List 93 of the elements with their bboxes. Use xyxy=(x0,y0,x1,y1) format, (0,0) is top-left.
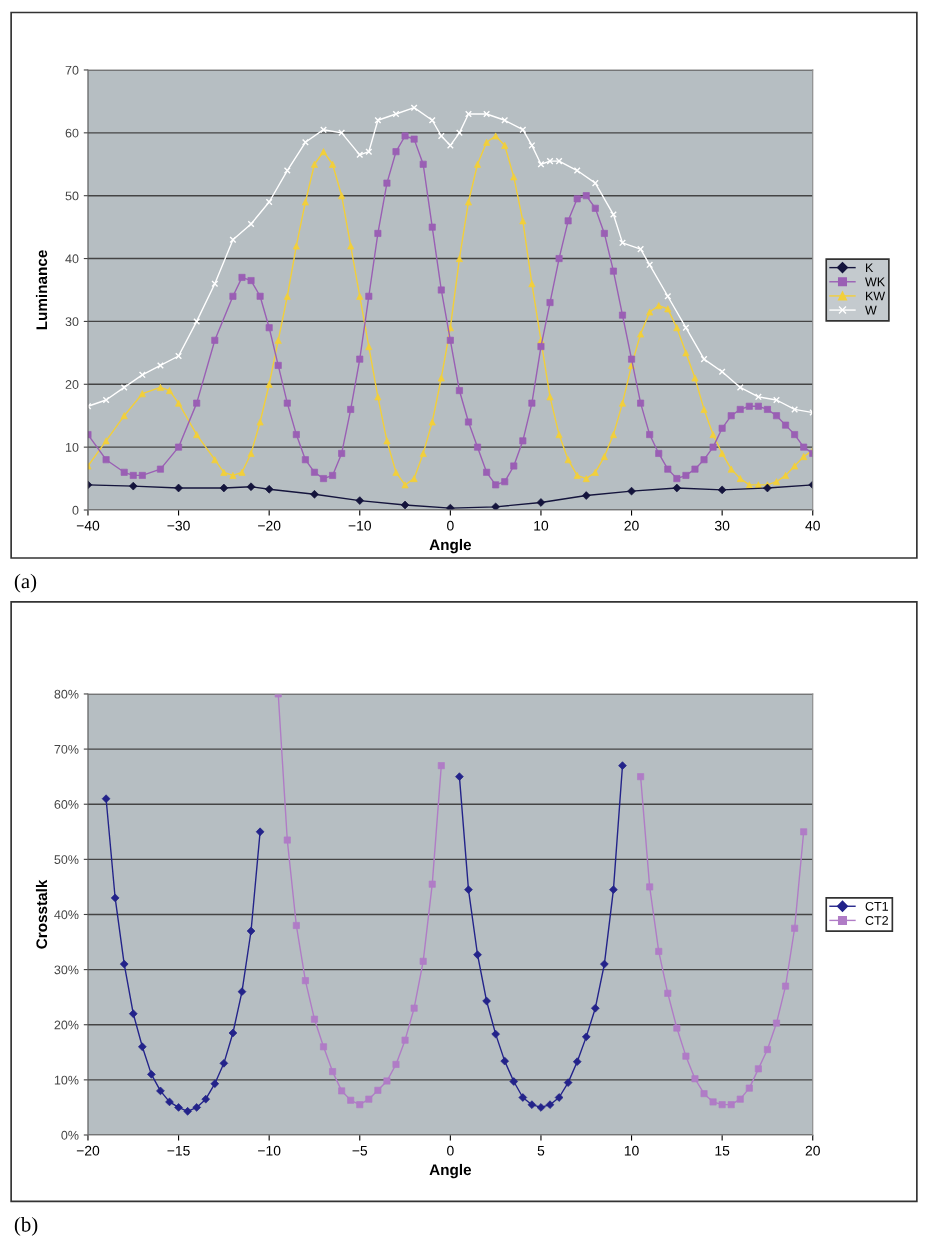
point xyxy=(682,324,690,332)
x-axis-title: Angle xyxy=(429,1163,472,1179)
legend-label: W xyxy=(865,305,877,315)
y-tick-label: 10 xyxy=(66,442,79,452)
text: (a) xyxy=(14,573,37,593)
point xyxy=(156,361,164,369)
point xyxy=(247,220,255,228)
point xyxy=(700,355,708,363)
y-tick-label: 0% xyxy=(61,1130,79,1140)
point xyxy=(483,110,491,118)
x-axis-title: Angle xyxy=(429,538,472,554)
point xyxy=(329,1068,337,1076)
x-tick-label: 10 xyxy=(624,1145,639,1156)
x-tick-label: 20 xyxy=(624,520,639,531)
y-tick-label: 70 xyxy=(65,65,79,75)
point xyxy=(501,116,509,124)
point xyxy=(637,245,645,253)
x-tick-label: −20 xyxy=(76,1145,100,1156)
point xyxy=(619,239,626,247)
point xyxy=(356,151,364,159)
x-tick-label: −5 xyxy=(352,1145,368,1156)
point xyxy=(338,129,346,137)
point xyxy=(537,160,545,168)
y-tick-label: 50 xyxy=(65,191,79,201)
x-tick-label: −40 xyxy=(76,520,100,531)
x-tick-label: 0 xyxy=(447,1145,454,1156)
y-tick-label: 60% xyxy=(54,800,79,809)
point xyxy=(546,157,554,165)
point xyxy=(138,371,146,379)
x-tick-label: −10 xyxy=(348,520,371,531)
y-tick-label: 30% xyxy=(54,965,79,975)
point xyxy=(773,396,780,404)
y-tick-label: 60 xyxy=(65,128,79,138)
point xyxy=(437,132,445,140)
y-tick-label: 40% xyxy=(54,910,79,920)
x-tick-label: −20 xyxy=(258,520,281,531)
point xyxy=(455,129,463,137)
point xyxy=(229,236,237,244)
point xyxy=(528,141,536,149)
point xyxy=(374,116,382,124)
y-tick-label: 70% xyxy=(54,744,79,754)
point xyxy=(646,261,654,269)
x-tick-label: 15 xyxy=(715,1145,730,1156)
legend-label: CT1 xyxy=(865,901,888,911)
point xyxy=(519,126,527,134)
x-tick-label: 10 xyxy=(534,520,549,531)
point xyxy=(446,141,454,149)
x-tick-label: 30 xyxy=(714,520,730,531)
point xyxy=(591,179,599,187)
legend-label: KW xyxy=(866,291,886,301)
point xyxy=(465,110,472,118)
y-tick-label: 20% xyxy=(54,1020,79,1030)
x-tick-label: 5 xyxy=(537,1145,545,1156)
y-tick-label: 80% xyxy=(54,689,79,699)
point xyxy=(573,167,581,175)
text: (b) xyxy=(14,1216,38,1236)
y-axis-title: Luminance xyxy=(35,250,48,330)
point xyxy=(365,148,373,156)
x-tick-label: 40 xyxy=(805,520,820,531)
legend-label: CT2 xyxy=(865,916,888,925)
y-tick-label: 30 xyxy=(65,317,79,327)
point xyxy=(120,383,128,391)
x-tick-label: −10 xyxy=(258,1145,281,1156)
point xyxy=(265,198,273,206)
point xyxy=(320,126,327,134)
point xyxy=(301,138,309,146)
point xyxy=(664,292,672,300)
point xyxy=(555,157,563,165)
point xyxy=(791,405,799,413)
point xyxy=(283,167,291,175)
y-tick-label: 0 xyxy=(72,505,79,515)
legend-label: K xyxy=(866,263,874,272)
point xyxy=(392,110,400,118)
y-tick-label: 10% xyxy=(54,1075,79,1085)
x-tick-label: −15 xyxy=(167,1145,190,1156)
x-tick-label: 20 xyxy=(805,1145,820,1156)
y-tick-label: 50% xyxy=(54,855,79,864)
x-tick-label: 0 xyxy=(447,520,454,531)
point xyxy=(609,211,617,219)
point xyxy=(763,1046,771,1054)
point xyxy=(102,396,110,404)
point xyxy=(736,383,744,391)
x-tick-label: −30 xyxy=(167,520,190,531)
point xyxy=(410,104,418,112)
legend-label: WK xyxy=(865,277,885,287)
point xyxy=(718,368,726,376)
y-axis-title: Crosstalk xyxy=(35,879,48,949)
point xyxy=(175,352,183,360)
point xyxy=(193,317,201,325)
y-tick-label: 40 xyxy=(65,254,79,264)
point xyxy=(754,393,762,401)
point xyxy=(211,280,219,288)
y-tick-label: 20 xyxy=(65,380,79,389)
